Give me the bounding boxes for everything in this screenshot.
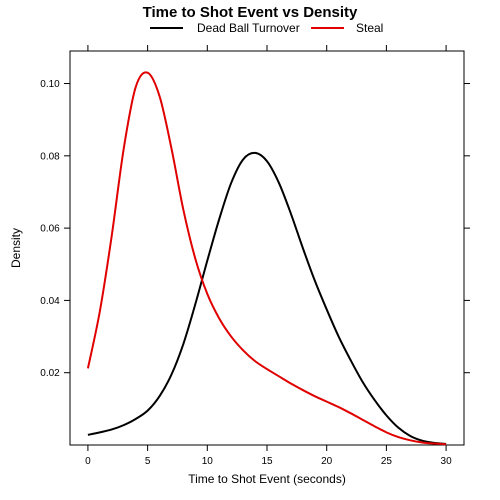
x-axis-label: Time to Shot Event (seconds) <box>188 472 346 486</box>
legend: Dead Ball Turnover Steal <box>150 21 383 35</box>
x-tick-label: 0 <box>85 456 91 467</box>
plot-frame <box>69 50 465 446</box>
y-tick-label: 0.04 <box>40 296 60 307</box>
x-tick-label: 20 <box>321 456 333 467</box>
y-tick-label: 0.02 <box>40 368 60 379</box>
series-layer <box>86 71 447 446</box>
x-axis: 0 5 10 15 20 25 30 <box>85 45 452 467</box>
y-tick-label: 0.08 <box>40 151 60 162</box>
chart-title: Time to Shot Event vs Density <box>143 4 358 21</box>
legend-label-dead-ball-turnover: Dead Ball Turnover <box>197 21 300 35</box>
series-line-steal <box>86 71 447 446</box>
series-line-dead-ball-turnover <box>87 151 447 445</box>
y-tick-label: 0.10 <box>40 79 60 90</box>
x-tick-label: 10 <box>202 456 214 467</box>
x-tick-label: 30 <box>441 456 453 467</box>
x-tick-label: 5 <box>145 456 151 467</box>
y-axis: 0.02 0.04 0.06 0.08 0.10 <box>40 79 470 379</box>
y-tick-label: 0.06 <box>40 224 60 235</box>
x-tick-label: 25 <box>381 456 393 467</box>
y-axis-label: Density <box>9 228 23 268</box>
legend-label-steal: Steal <box>356 21 383 35</box>
x-tick-label: 15 <box>261 456 273 467</box>
